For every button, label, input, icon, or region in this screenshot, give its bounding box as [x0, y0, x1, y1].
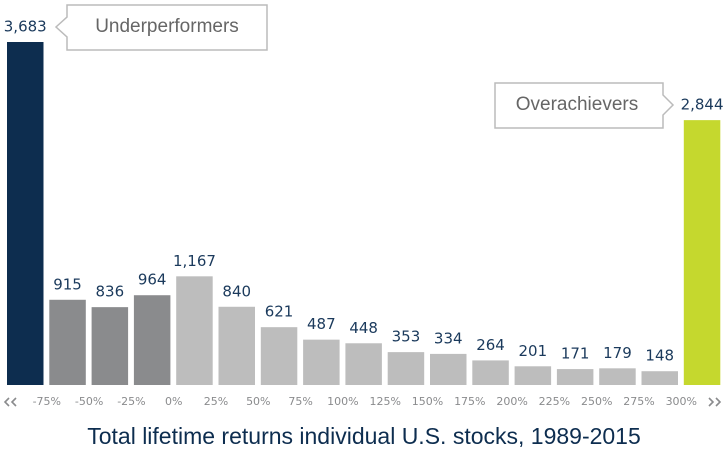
callout-label: Overachievers [516, 94, 639, 115]
right-chevrons [708, 397, 722, 407]
underperformers-callout: Underperformers [54, 4, 268, 51]
x-tick-label: -75% [33, 395, 61, 408]
bar [303, 339, 340, 385]
value-label: 201 [519, 342, 548, 360]
x-tick-label: 175% [454, 395, 485, 408]
x-tick-label: 25% [204, 395, 228, 408]
value-label: 621 [265, 303, 294, 321]
x-tick-label: 50% [246, 395, 270, 408]
value-label: 964 [138, 271, 167, 289]
value-label: 179 [603, 344, 632, 362]
x-tick-label: 200% [496, 395, 527, 408]
x-tick-label: 75% [288, 395, 312, 408]
bar [345, 343, 382, 385]
value-label: 1,167 [173, 252, 216, 270]
x-tick-label: 150% [412, 395, 443, 408]
callout-box [494, 82, 675, 129]
value-label: 487 [307, 315, 336, 333]
value-label: 171 [561, 345, 590, 363]
bar [599, 368, 636, 385]
chart-title: Total lifetime returns individual U.S. s… [87, 423, 641, 449]
value-label: 448 [349, 319, 378, 337]
x-tick-label: -50% [75, 395, 103, 408]
callout-label: Underperformers [95, 16, 239, 37]
bar [472, 360, 509, 385]
value-label: 3,683 [4, 18, 47, 36]
value-label: 334 [434, 329, 463, 347]
bar [683, 120, 721, 386]
bar [387, 352, 425, 385]
bar [218, 306, 255, 385]
bar [133, 295, 171, 385]
value-label: 148 [645, 347, 674, 365]
bar [514, 366, 552, 385]
x-tick-label: 225% [539, 395, 570, 408]
x-tick-label: 100% [327, 395, 358, 408]
value-label: 2,844 [681, 96, 724, 114]
x-tick-label: 0% [165, 395, 182, 408]
value-label: 353 [392, 328, 421, 346]
bar [556, 369, 594, 385]
bar [49, 299, 86, 385]
bar [176, 276, 213, 385]
bar [91, 307, 129, 385]
value-label: 840 [222, 282, 251, 300]
bar [641, 371, 678, 385]
value-label: 836 [96, 283, 125, 301]
bar [430, 353, 467, 385]
x-tick-label: 125% [369, 395, 400, 408]
bar [7, 42, 44, 385]
x-tick-label: 300% [666, 395, 697, 408]
x-tick-label: 275% [623, 395, 654, 408]
overachievers-callout: Overachievers [494, 82, 675, 129]
x-tick-label: -25% [117, 395, 145, 408]
x-tick-label: 250% [581, 395, 612, 408]
value-label: 915 [53, 275, 82, 293]
callout-box [54, 4, 268, 51]
bar [260, 327, 298, 385]
value-label: 264 [476, 336, 505, 354]
left-chevrons [3, 397, 17, 407]
